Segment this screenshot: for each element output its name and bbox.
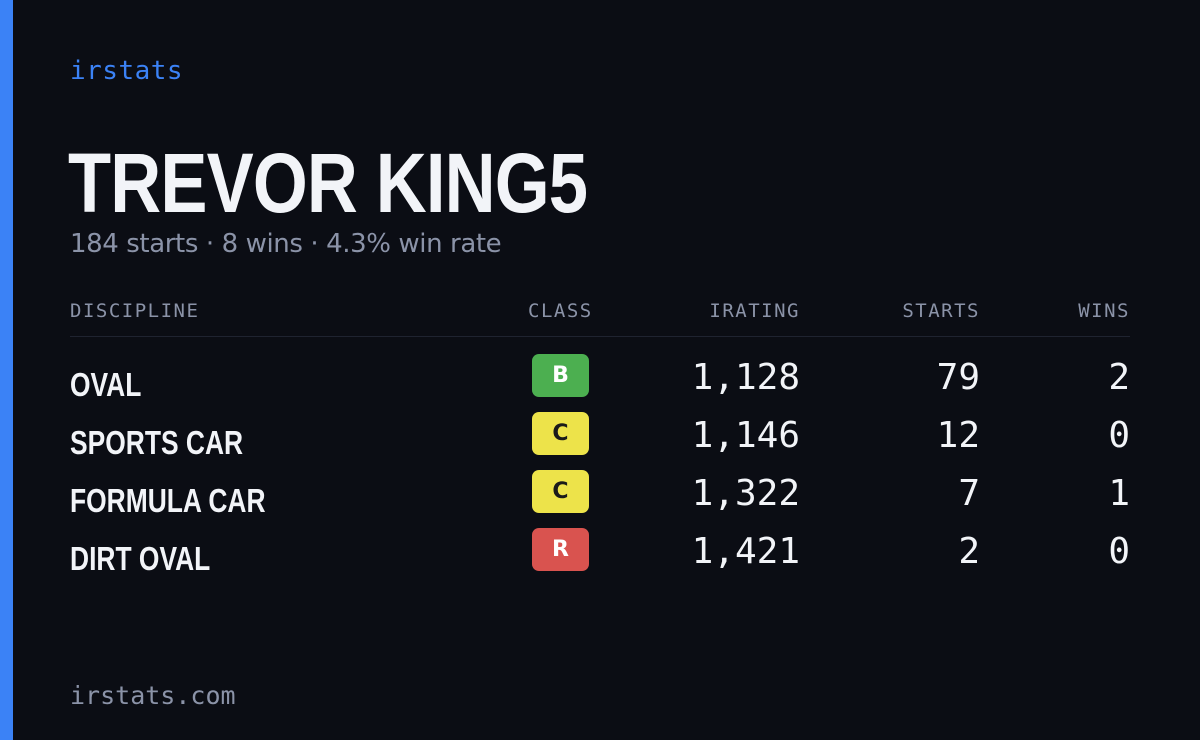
row-wins: 0 — [1108, 531, 1130, 572]
table-row: DIRT OVAL R 1,421 2 0 — [70, 528, 1130, 578]
footer-url: irstats.com — [70, 681, 236, 710]
table-row: SPORTS CAR C 1,146 12 0 — [70, 412, 1130, 462]
class-badge: B — [532, 354, 589, 397]
brand-logo-text: irstats — [70, 56, 184, 86]
table-row: OVAL B 1,128 79 2 — [70, 354, 1130, 404]
accent-bar — [0, 0, 13, 740]
row-starts: 7 — [958, 473, 980, 514]
row-discipline: SPORTS CAR — [70, 424, 244, 461]
row-irating: 1,128 — [691, 357, 800, 398]
table-row: FORMULA CAR C 1,322 7 1 — [70, 470, 1130, 520]
header-wins: WINS — [1078, 300, 1130, 322]
header-starts: STARTS — [902, 300, 980, 322]
header-irating: IRATING — [709, 300, 800, 322]
row-discipline: FORMULA CAR — [70, 482, 266, 519]
row-irating: 1,146 — [691, 415, 800, 456]
class-badge: C — [532, 412, 589, 455]
row-starts: 79 — [936, 357, 980, 398]
row-irating: 1,322 — [691, 473, 800, 514]
class-badge: C — [532, 470, 589, 513]
driver-summary: 184 starts · 8 wins · 4.3% win rate — [70, 229, 502, 259]
row-starts: 12 — [936, 415, 980, 456]
class-badge: R — [532, 528, 589, 571]
driver-name: TREVOR KING5 — [68, 136, 588, 230]
row-wins: 2 — [1108, 357, 1130, 398]
row-discipline: DIRT OVAL — [70, 540, 211, 577]
row-wins: 1 — [1108, 473, 1130, 514]
row-wins: 0 — [1108, 415, 1130, 456]
header-discipline: DISCIPLINE — [70, 300, 200, 322]
row-discipline: OVAL — [70, 366, 142, 403]
row-irating: 1,421 — [691, 531, 800, 572]
table-header: DISCIPLINE CLASS IRATING STARTS WINS — [70, 300, 1130, 337]
row-starts: 2 — [958, 531, 980, 572]
header-class: CLASS — [528, 300, 593, 322]
